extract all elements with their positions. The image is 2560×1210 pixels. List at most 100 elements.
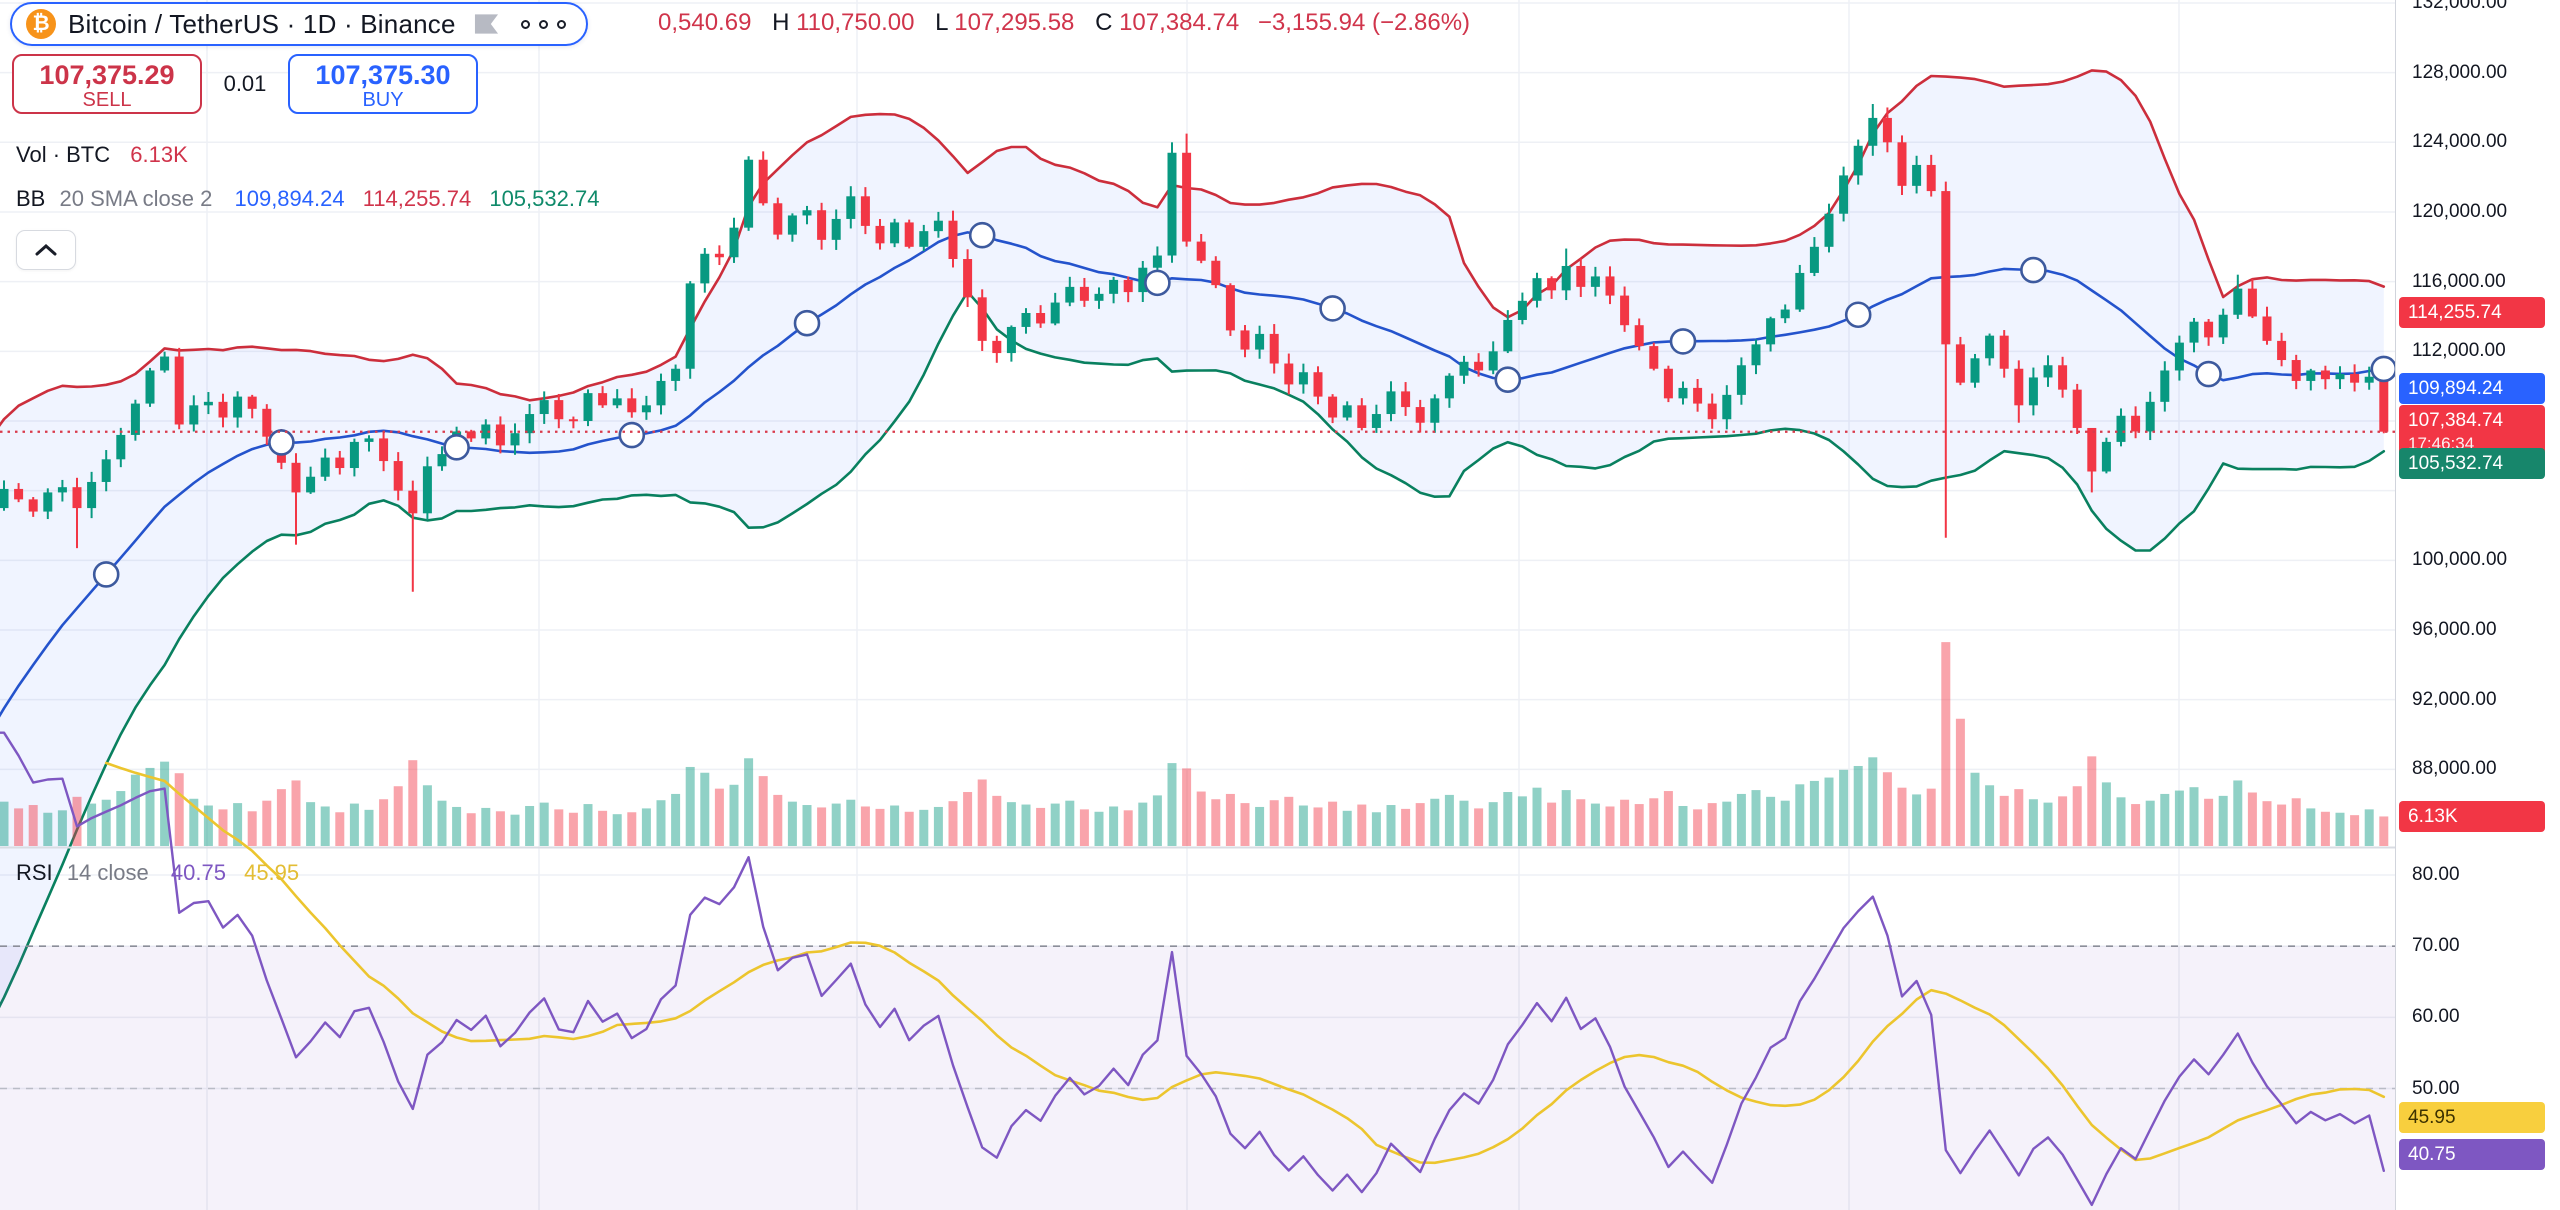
candle-body <box>1926 164 1936 192</box>
candle-body <box>1751 344 1761 366</box>
volume-bar <box>1517 796 1527 846</box>
volume-bar <box>1342 810 1352 846</box>
candle-body <box>1284 363 1294 385</box>
price-tick-label: 88,000.00 <box>2412 758 2497 780</box>
open-value: 0,540.69 <box>658 9 752 36</box>
rsi-legend[interactable]: RSI 14 close 40.75 45.95 <box>16 860 299 886</box>
candle-body <box>1298 372 1308 385</box>
chart-plot-area[interactable] <box>0 0 2395 1210</box>
candle-body <box>174 356 184 425</box>
volume-bar <box>1415 803 1425 846</box>
volume-bar <box>1036 807 1046 846</box>
candle-body <box>817 210 827 240</box>
volume-bar <box>189 798 199 846</box>
sell-price: 107,375.29 <box>39 60 175 90</box>
candle-body <box>1109 279 1119 294</box>
volume-bar <box>116 791 126 846</box>
candle-body <box>568 419 578 422</box>
rsi-tick-label: 60.00 <box>2412 1006 2460 1028</box>
volume-bar <box>1955 718 1965 846</box>
series-marker-circle <box>968 221 996 249</box>
bb-legend[interactable]: BB 20 SMA close 2 109,894.24 114,255.74 … <box>16 186 599 212</box>
volume-bar <box>729 784 739 846</box>
volume-legend-label: Vol · BTC <box>16 142 111 167</box>
series-marker-circle <box>1319 295 1346 322</box>
volume-bar <box>2247 792 2257 846</box>
candle-body <box>2014 368 2024 406</box>
candle-body <box>189 405 199 425</box>
volume-legend[interactable]: Vol · BTC 6.13K <box>16 142 188 168</box>
sell-button[interactable]: 107,375.29 SELL <box>12 54 202 114</box>
volume-bar <box>1912 794 1922 846</box>
volume-bar <box>174 773 184 846</box>
flag-icon[interactable] <box>474 13 499 35</box>
volume-bar <box>612 814 622 846</box>
more-options-icon[interactable] <box>520 19 566 29</box>
candle-body <box>1868 117 1878 146</box>
close-value: 107,384.74 <box>1119 9 1240 36</box>
candle-body <box>802 210 812 216</box>
candle-body <box>1152 255 1162 268</box>
volume-bar <box>758 776 768 846</box>
symbol-pill[interactable]: ₿ Bitcoin / TetherUS · 1D · Binance <box>10 2 588 46</box>
candle-body <box>1766 318 1776 345</box>
volume-bar <box>262 800 272 846</box>
candle-body <box>2101 441 2111 472</box>
candle-body <box>1459 361 1469 376</box>
volume-bar <box>1693 809 1703 846</box>
candle-body <box>437 454 447 467</box>
volume-bar <box>539 802 549 846</box>
volume-bar <box>1649 798 1659 846</box>
volume-bar <box>2204 798 2214 846</box>
candle-body <box>87 481 97 509</box>
series-marker-circle <box>2195 360 2222 388</box>
volume-bar <box>1255 806 1265 846</box>
price-axis[interactable]: 132,000.00 128,000.00 124,000.00 120,000.00… <box>2395 0 2560 1210</box>
candle-body <box>554 400 564 420</box>
candle-body <box>1722 394 1732 420</box>
candle-body <box>2028 377 2038 406</box>
volume-bar <box>1561 790 1571 846</box>
volume-bar <box>948 801 958 846</box>
series-marker-circle <box>443 433 470 461</box>
volume-bar <box>1736 793 1746 846</box>
volume-bar <box>1795 784 1805 846</box>
candle-body <box>1474 361 1484 371</box>
volume-bar <box>2116 797 2126 846</box>
bb-basis-badge: 109,894.24 <box>2399 372 2545 404</box>
volume-bar <box>627 812 637 846</box>
volume-bar <box>2291 798 2301 846</box>
high-label: H <box>772 9 790 36</box>
volume-bar <box>437 800 447 846</box>
volume-bar <box>992 795 1002 846</box>
volume-bar <box>160 761 170 846</box>
volume-bar <box>1488 802 1498 846</box>
collapse-pane-button[interactable] <box>16 230 76 270</box>
volume-bar <box>2160 793 2170 846</box>
candle-body <box>846 196 856 219</box>
volume-bar <box>1401 808 1411 846</box>
buy-button[interactable]: 107,375.30 BUY <box>288 54 478 114</box>
volume-bar <box>1897 787 1907 846</box>
volume-bar <box>306 802 316 846</box>
candle-body <box>233 396 243 418</box>
candle-body <box>641 405 651 413</box>
candle-body <box>1678 387 1688 399</box>
candle-body <box>1839 175 1849 214</box>
volume-bar <box>656 800 666 846</box>
chevron-up-icon <box>35 244 57 256</box>
close-label: C <box>1095 9 1113 36</box>
candle-body <box>2262 316 2272 341</box>
volume-badge: 6.13K <box>2399 800 2545 832</box>
candle-body <box>1590 276 1600 287</box>
volume-bar <box>1634 804 1644 846</box>
volume-bar <box>233 803 243 846</box>
volume-bar <box>685 766 695 846</box>
candle-body <box>28 499 38 512</box>
volume-bar <box>1065 800 1075 846</box>
series-marker-circle <box>2370 355 2395 383</box>
candle-body <box>1532 278 1542 301</box>
volume-bar <box>2335 812 2345 846</box>
candle-body <box>1561 265 1571 291</box>
volume-bar <box>583 804 593 846</box>
